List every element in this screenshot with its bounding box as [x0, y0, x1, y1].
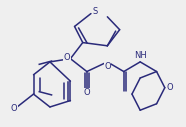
- Text: O: O: [104, 62, 111, 71]
- Text: S: S: [92, 7, 98, 17]
- Text: O: O: [10, 104, 17, 113]
- Text: O: O: [64, 53, 70, 62]
- Text: NH: NH: [134, 51, 147, 60]
- Text: O: O: [167, 83, 174, 92]
- Text: O: O: [84, 88, 90, 97]
